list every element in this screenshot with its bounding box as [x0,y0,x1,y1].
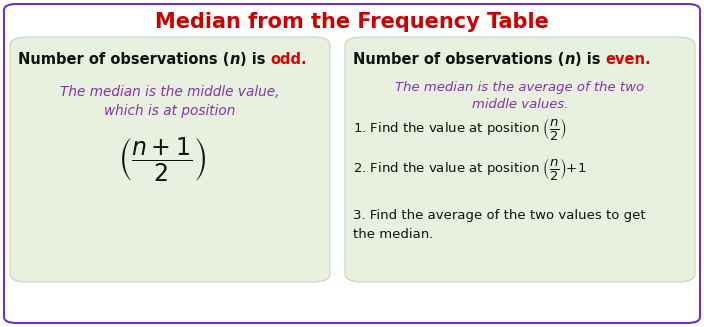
Text: the median.: the median. [353,228,434,240]
Text: which is at position: which is at position [104,104,236,118]
Text: 1. Find the value at position $\left(\dfrac{n}{2}\right)$: 1. Find the value at position $\left(\df… [353,116,566,142]
Text: ) is: ) is [574,51,605,66]
Text: even.: even. [605,51,651,66]
Text: middle values.: middle values. [472,98,568,112]
Text: 2. Find the value at position $\left(\dfrac{n}{2}\right)\!+\!1$: 2. Find the value at position $\left(\df… [353,156,586,182]
Text: n: n [565,51,574,66]
Text: 3. Find the average of the two values to get: 3. Find the average of the two values to… [353,209,646,221]
FancyBboxPatch shape [10,37,330,282]
Text: Number of observations (: Number of observations ( [353,51,565,66]
Text: n: n [230,51,240,66]
Text: Number of observations (: Number of observations ( [18,51,230,66]
Text: The median is the middle value,: The median is the middle value, [61,85,279,99]
Text: Median from the Frequency Table: Median from the Frequency Table [155,12,549,32]
Text: The median is the average of the two: The median is the average of the two [396,80,645,94]
FancyBboxPatch shape [4,4,700,323]
Text: $\left(\dfrac{n+1}{2}\right)$: $\left(\dfrac{n+1}{2}\right)$ [118,135,206,183]
Text: odd.: odd. [270,51,307,66]
FancyBboxPatch shape [345,37,695,282]
Text: ) is: ) is [240,51,270,66]
